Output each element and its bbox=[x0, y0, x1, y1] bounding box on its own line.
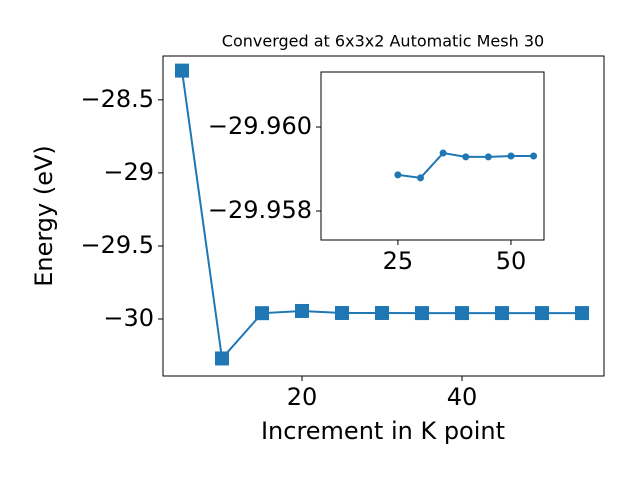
y-axis-label: Energy (eV) bbox=[30, 145, 58, 287]
series bbox=[175, 63, 589, 366]
marker bbox=[484, 153, 492, 161]
marker bbox=[375, 305, 389, 320]
marker bbox=[415, 306, 429, 321]
y-tick-label: −30 bbox=[103, 304, 154, 332]
y-tick-label: −29 bbox=[103, 158, 154, 186]
y-tick-label: −29.5 bbox=[80, 231, 154, 259]
chart-title: Converged at 6x3x2 Automatic Mesh 30 bbox=[222, 32, 544, 51]
x-tick-label: 25 bbox=[383, 247, 414, 275]
y-tick-label: −29.960 bbox=[208, 112, 312, 140]
y-tick-label: −28.5 bbox=[80, 85, 154, 113]
marker bbox=[507, 152, 515, 160]
marker bbox=[175, 63, 189, 78]
x-tick-label: 20 bbox=[287, 383, 318, 411]
marker bbox=[462, 153, 470, 161]
x-axis-label: Increment in K point bbox=[261, 417, 505, 445]
x-tick-label: 50 bbox=[496, 247, 527, 275]
marker bbox=[215, 351, 229, 366]
series bbox=[394, 149, 538, 182]
marker bbox=[535, 306, 549, 321]
marker bbox=[394, 171, 402, 179]
marker bbox=[295, 303, 309, 318]
marker bbox=[335, 306, 349, 321]
marker bbox=[417, 174, 425, 182]
marker bbox=[575, 306, 589, 321]
marker bbox=[495, 306, 509, 321]
marker bbox=[439, 149, 447, 157]
x-tick-label: 40 bbox=[447, 383, 478, 411]
marker bbox=[530, 152, 538, 160]
marker bbox=[455, 306, 469, 321]
marker bbox=[255, 306, 269, 321]
y-tick-label: −29.958 bbox=[208, 196, 312, 224]
